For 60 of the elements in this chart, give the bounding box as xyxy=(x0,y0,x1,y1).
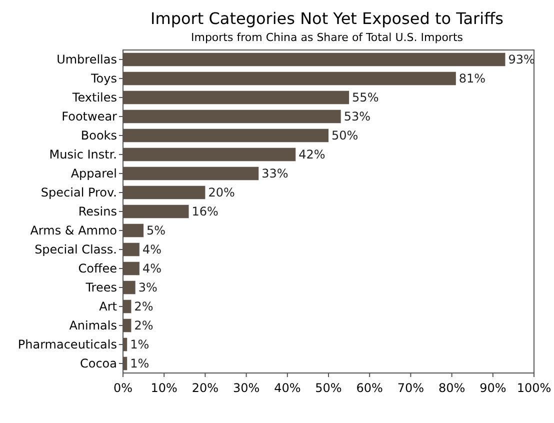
bar xyxy=(123,242,140,256)
data-label: 50% xyxy=(332,128,358,143)
y-tick-label: Umbrellas xyxy=(56,52,117,67)
x-tick-label: 40% xyxy=(274,381,301,395)
x-tick-label: 50% xyxy=(315,381,342,395)
data-label: 5% xyxy=(146,224,166,238)
data-label: 4% xyxy=(142,262,162,276)
x-tick-label: 0% xyxy=(113,381,133,395)
bar xyxy=(123,128,328,142)
x-tick-label: 20% xyxy=(192,381,219,395)
y-tick-label: Textiles xyxy=(71,90,117,105)
bar xyxy=(123,280,136,294)
bar xyxy=(123,186,206,200)
bar xyxy=(123,262,140,276)
bar xyxy=(123,72,456,86)
bar xyxy=(123,52,506,66)
y-tick-label: Arms & Ammo xyxy=(30,224,117,238)
data-label: 93% xyxy=(508,52,535,67)
data-label: 4% xyxy=(142,242,162,257)
x-tick-label: 100% xyxy=(516,381,552,395)
y-tick-label: Animals xyxy=(69,318,117,333)
y-tick-label: Trees xyxy=(84,280,117,295)
data-label: 55% xyxy=(352,90,379,105)
bar xyxy=(123,110,341,124)
chart-title: Import Categories Not Yet Exposed to Tariffs xyxy=(150,9,504,28)
x-tick-label: 90% xyxy=(480,381,506,395)
bar xyxy=(123,224,144,238)
data-label: 20% xyxy=(208,186,235,200)
data-label: 81% xyxy=(458,72,486,86)
data-label: 42% xyxy=(298,148,326,162)
data-label: 33% xyxy=(262,166,288,181)
bar xyxy=(123,148,296,162)
y-tick-label: Apparel xyxy=(70,166,117,181)
y-tick-label: Special Prov. xyxy=(40,186,117,200)
bar xyxy=(123,166,259,180)
data-label: 2% xyxy=(134,318,154,333)
y-tick-label: Books xyxy=(80,128,117,143)
data-label: 1% xyxy=(130,356,150,371)
x-tick-label: 60% xyxy=(356,381,383,395)
data-label: 3% xyxy=(138,280,158,295)
y-tick-label: Resins xyxy=(78,204,117,219)
x-tick-label: 30% xyxy=(232,381,260,395)
y-tick-label: Special Class. xyxy=(34,242,117,257)
y-tick-label: Art xyxy=(99,300,118,314)
data-label: 53% xyxy=(344,110,370,124)
y-tick-label: Coffee xyxy=(78,262,117,276)
bar xyxy=(123,204,189,218)
y-tick-label: Pharmaceuticals xyxy=(18,338,117,352)
data-label: 16% xyxy=(192,204,218,219)
x-tick-label: 80% xyxy=(438,381,466,395)
y-tick-label: Toys xyxy=(90,72,117,86)
y-tick-label: Music Instr. xyxy=(49,148,117,162)
x-tick-label: 70% xyxy=(397,381,424,395)
data-label: 2% xyxy=(134,300,154,314)
data-label: 1% xyxy=(130,338,150,352)
x-tick-label: 10% xyxy=(150,381,178,395)
chart-subtitle: Imports from China as Share of Total U.S. Imports xyxy=(190,31,464,44)
y-tick-label: Cocoa xyxy=(80,356,117,371)
bar xyxy=(123,90,350,104)
y-tick-label: Footwear xyxy=(62,110,118,124)
